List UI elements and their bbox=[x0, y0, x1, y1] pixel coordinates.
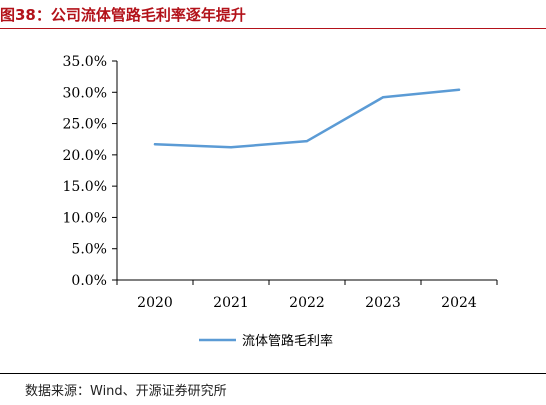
y-tick-label: 25.0% bbox=[63, 117, 107, 133]
y-tick-label: 20.0% bbox=[63, 148, 107, 164]
x-tick-label: 2022 bbox=[289, 295, 325, 311]
data-point bbox=[153, 143, 157, 146]
line-chart: 0.0% 5.0% 10.0% 15.0% 20.0% 25.0% 30.0% 35.0% 2… bbox=[63, 54, 498, 349]
x-tick-label: 2020 bbox=[137, 295, 173, 311]
legend: 流体管路毛利率 bbox=[199, 333, 333, 349]
y-tick-label: 0.0% bbox=[71, 273, 107, 289]
x-tick-label: 2023 bbox=[365, 295, 401, 311]
x-tick-label: 2021 bbox=[213, 295, 249, 311]
x-tick-label: 2024 bbox=[441, 295, 477, 311]
series-layer bbox=[153, 88, 461, 149]
legend-label: 流体管路毛利率 bbox=[242, 333, 333, 349]
data-point bbox=[305, 139, 309, 143]
data-point bbox=[229, 146, 233, 149]
y-tick-label: 5.0% bbox=[71, 242, 107, 258]
y-tick-label: 30.0% bbox=[63, 85, 107, 101]
y-tick-label: 10.0% bbox=[63, 210, 107, 226]
series-line bbox=[153, 88, 461, 149]
title-divider bbox=[0, 28, 546, 29]
x-axis: 2020 2021 2022 2023 2024 bbox=[116, 279, 498, 311]
source-divider bbox=[0, 373, 546, 374]
y-tick-label: 15.0% bbox=[63, 179, 107, 195]
y-axis: 0.0% 5.0% 10.0% 15.0% 20.0% 25.0% 30.0% 35.0% bbox=[63, 54, 118, 289]
y-tick-label: 35.0% bbox=[63, 54, 107, 70]
page-title: 图38：公司流体管路毛利率逐年提升 bbox=[0, 6, 246, 24]
data-point bbox=[457, 88, 461, 91]
data-point bbox=[381, 96, 385, 99]
source-note: 数据来源：Wind、开源证券研究所 bbox=[25, 384, 227, 399]
